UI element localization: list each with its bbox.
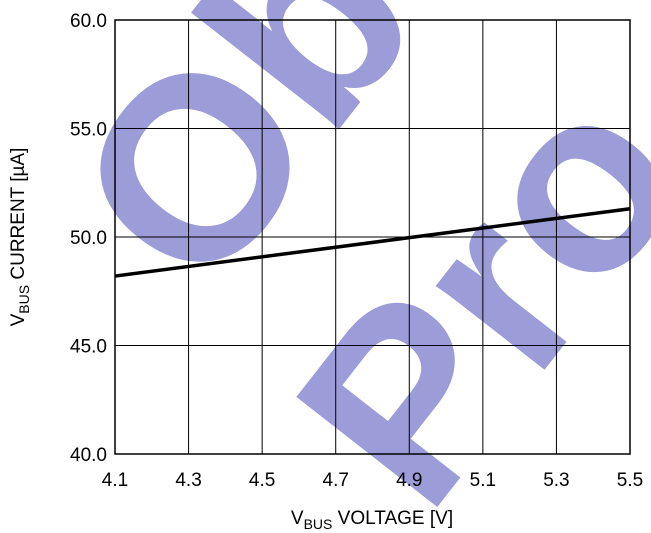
y-tick-label: 60.0 <box>70 11 107 32</box>
x-axis-label: VBUS VOLTAGE [V] <box>291 508 453 532</box>
x-tick-label: 4.7 <box>323 470 349 491</box>
y-axis-label: VBUS CURRENT [µA] <box>8 148 32 327</box>
y-tick-label: 45.0 <box>70 337 107 358</box>
y-label-sub: BUS <box>16 285 32 314</box>
y-label-main: V <box>8 313 29 326</box>
x-tick-label: 4.5 <box>249 470 275 491</box>
data-line <box>114 207 631 278</box>
x-label-sub: BUS <box>304 516 333 532</box>
x-tick-label: 5.1 <box>470 470 496 491</box>
y-tick-label: 40.0 <box>70 445 107 466</box>
y-tick-label: 55.0 <box>70 120 107 141</box>
x-tick-label: 5.3 <box>543 470 569 491</box>
x-tick-label: 4.9 <box>396 470 422 491</box>
x-tick-label: 4.1 <box>102 470 128 491</box>
y-label-rest: CURRENT [µA] <box>8 148 29 285</box>
plot-frame <box>114 19 631 455</box>
x-label-rest: VOLTAGE [V] <box>332 508 453 529</box>
x-label-main: V <box>291 508 304 529</box>
x-tick-label: 5.5 <box>617 470 643 491</box>
y-tick-label: 50.0 <box>70 228 107 249</box>
x-tick-label: 4.3 <box>175 470 201 491</box>
